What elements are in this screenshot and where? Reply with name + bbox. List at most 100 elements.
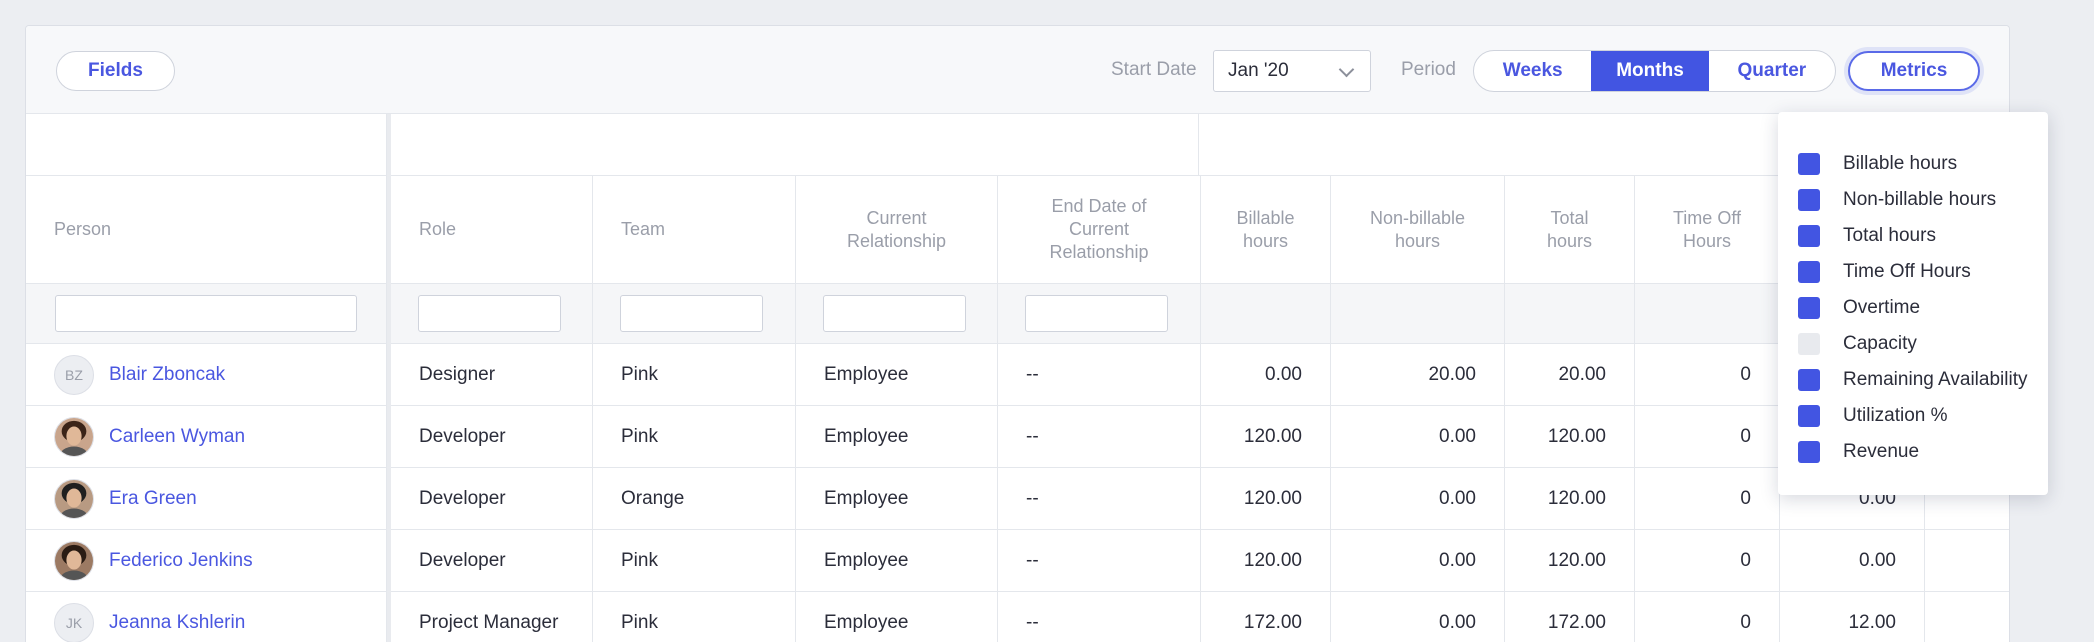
metric-option-overtime[interactable]: Overtime [1778, 290, 2048, 326]
avatar: JK [54, 602, 94, 642]
metric-option-capacity[interactable]: Capacity [1778, 326, 2048, 362]
cell-role: Designer [391, 344, 593, 405]
relationship-filter-input[interactable] [823, 295, 966, 332]
table-row[interactable]: Era Green Developer Orange Employee -- 1… [26, 468, 2009, 530]
period-weeks-option[interactable]: Weeks [1502, 60, 1563, 81]
checkbox-checked-icon[interactable] [1798, 153, 1820, 175]
table-row[interactable]: Carleen Wyman Developer Pink Employee --… [26, 406, 2009, 468]
metric-option-label: Revenue [1843, 441, 1920, 462]
person-name-link[interactable]: Federico Jenkins [109, 549, 253, 571]
cell-hidden-metric: 12.00 [1780, 592, 1925, 642]
start-date-label: Start Date [1111, 59, 1197, 80]
col-header-end-date[interactable]: End Date of Current Relationship [998, 176, 1201, 283]
metric-option-label: Total hours [1843, 225, 1936, 246]
table-row[interactable]: Federico Jenkins Developer Pink Employee… [26, 530, 2009, 592]
cell-person: BZ Blair Zboncak [26, 344, 387, 405]
checkbox-unchecked-icon[interactable] [1798, 333, 1820, 355]
cell-person: Federico Jenkins [26, 530, 387, 591]
col-header-person[interactable]: Person [26, 176, 387, 283]
header-group-band-info [391, 114, 1199, 176]
filter-row [26, 284, 2009, 344]
start-date-select[interactable]: Jan '20 [1213, 50, 1371, 92]
filter-cell-billable [1201, 284, 1331, 343]
metric-option-label: Time Off Hours [1843, 261, 1971, 282]
cell-team: Pink [593, 530, 796, 591]
cell-billable: 0.00 [1201, 344, 1331, 405]
cell-role: Developer [391, 530, 593, 591]
col-header-billable-text: Billable hours [1236, 207, 1295, 251]
col-header-total[interactable]: Total hours [1505, 176, 1635, 283]
checkbox-checked-icon[interactable] [1798, 441, 1820, 463]
period-quarter-option[interactable]: Quarter [1737, 60, 1807, 81]
table-row[interactable]: BZ Blair Zboncak Designer Pink Employee … [26, 344, 2009, 406]
metric-option-remaining-availability[interactable]: Remaining Availability [1778, 362, 2048, 398]
col-header-timeoff[interactable]: Time Off Hours [1635, 176, 1780, 283]
resource-table-panel: Fields Start Date Jan '20 Period Weeks M… [25, 25, 2010, 642]
col-header-team[interactable]: Team [593, 176, 796, 283]
metric-option-billable[interactable]: Billable hours [1778, 146, 2048, 182]
col-header-total-text: Total hours [1546, 207, 1593, 251]
person-name-link[interactable]: Jeanna Kshlerin [109, 611, 246, 633]
metric-option-nonbillable[interactable]: Non-billable hours [1778, 182, 2048, 218]
cell-relationship: Employee [796, 530, 998, 591]
cell-total: 20.00 [1505, 344, 1635, 405]
metric-option-label: Billable hours [1843, 153, 1958, 174]
checkbox-checked-icon[interactable] [1798, 261, 1820, 283]
person-name-link[interactable]: Blair Zboncak [109, 363, 226, 385]
metric-option-timeoff[interactable]: Time Off Hours [1778, 254, 2048, 290]
person-name-link[interactable]: Era Green [109, 487, 197, 509]
avatar [54, 478, 94, 519]
metrics-button[interactable]: Metrics [1848, 51, 1980, 91]
cell-timeoff: 0 [1635, 592, 1780, 642]
cell-timeoff: 0 [1635, 530, 1780, 591]
col-header-current-relationship[interactable]: Current Relationship [796, 176, 998, 283]
cell-total: 120.00 [1505, 530, 1635, 591]
cell-billable: 120.00 [1201, 468, 1331, 529]
cell-end-date: -- [998, 406, 1201, 467]
toolbar: Fields Start Date Jan '20 Period Weeks M… [26, 26, 2009, 114]
period-months-option[interactable]: Months [1591, 51, 1709, 91]
metric-option-total[interactable]: Total hours [1778, 218, 2048, 254]
checkbox-checked-icon[interactable] [1798, 225, 1820, 247]
cell-total: 120.00 [1505, 406, 1635, 467]
col-header-timeoff-text: Time Off Hours [1672, 207, 1741, 251]
metric-option-label: Capacity [1843, 333, 1917, 354]
cell-hidden-metric: 0.00 [1780, 530, 1925, 591]
person-filter-input[interactable] [55, 295, 357, 332]
role-filter-input[interactable] [418, 295, 561, 332]
cell-billable: 172.00 [1201, 592, 1331, 642]
filter-cell-person [26, 284, 387, 343]
filter-cell-total [1505, 284, 1635, 343]
team-filter-input[interactable] [620, 295, 763, 332]
person-name-link[interactable]: Carleen Wyman [109, 425, 246, 447]
fields-button[interactable]: Fields [56, 51, 175, 91]
cell-team: Pink [593, 592, 796, 642]
end-date-filter-input[interactable] [1025, 295, 1168, 332]
table-row[interactable]: JK Jeanna Kshlerin Project Manager Pink … [26, 592, 2009, 642]
checkbox-checked-icon[interactable] [1798, 369, 1820, 391]
col-header-nonbillable[interactable]: Non-billable hours [1331, 176, 1505, 283]
checkbox-checked-icon[interactable] [1798, 189, 1820, 211]
metric-option-label: Utilization % [1843, 405, 1948, 426]
avatar [54, 416, 94, 457]
metric-option-revenue[interactable]: Revenue [1778, 434, 2048, 470]
header-group-band-left [26, 114, 387, 176]
col-header-billable[interactable]: Billable hours [1201, 176, 1331, 283]
cell-nonbillable: 0.00 [1331, 406, 1505, 467]
chevron-down-icon [1338, 61, 1355, 78]
cell-person: Era Green [26, 468, 387, 529]
cell-role: Developer [391, 406, 593, 467]
col-header-role[interactable]: Role [391, 176, 593, 283]
cell-nonbillable: 0.00 [1331, 468, 1505, 529]
metric-option-utilization[interactable]: Utilization % [1778, 398, 2048, 434]
checkbox-checked-icon[interactable] [1798, 297, 1820, 319]
avatar: BZ [54, 354, 94, 395]
filter-cell-nonbillable [1331, 284, 1505, 343]
checkbox-checked-icon[interactable] [1798, 405, 1820, 427]
avatar [54, 540, 94, 581]
frozen-column-divider [387, 114, 391, 642]
cell-billable: 120.00 [1201, 530, 1331, 591]
cell-nonbillable: 0.00 [1331, 592, 1505, 642]
cell-role: Project Manager [391, 592, 593, 642]
col-header-nonbillable-text: Non-billable hours [1369, 207, 1466, 251]
